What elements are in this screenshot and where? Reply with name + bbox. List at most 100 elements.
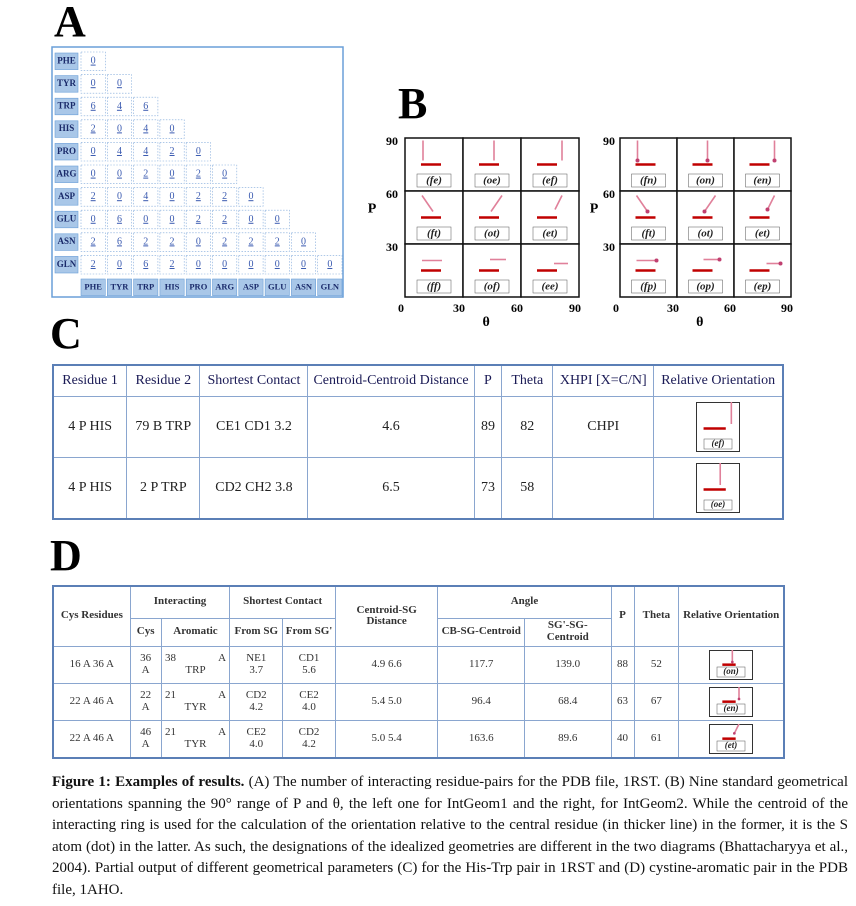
header: Residue 2 — [126, 364, 201, 397]
row: 4 P HIS 79 B TRP CE1 CD1 3.2 4.6 89 82 CHPI (ef… — [52, 396, 784, 458]
cell: (oe) — [653, 457, 784, 520]
cell: 89.6 — [523, 719, 612, 758]
orientation-label: (ft) — [641, 228, 655, 240]
cell — [159, 209, 185, 230]
cell: 63 — [610, 682, 635, 721]
cell-value: 0 — [91, 56, 96, 67]
cell-value: 6 — [143, 101, 148, 112]
cell-value: 4 — [117, 101, 122, 112]
cell-value: 0 — [117, 259, 122, 270]
cell: 21 A TYR — [160, 719, 231, 758]
cell-value: 0 — [91, 214, 96, 225]
cell: CD2 4.2 — [229, 682, 284, 721]
y-tick-label: 30 — [386, 240, 398, 254]
orientation-label: (oe) — [483, 175, 501, 187]
col-label-bg — [159, 278, 185, 296]
cell-value: 0 — [117, 78, 122, 89]
header: Relative Orientation — [653, 364, 784, 397]
label-box — [532, 173, 568, 188]
cell: (ef) — [653, 396, 784, 458]
cell: 82 — [501, 396, 554, 458]
orientation-label: (ot) — [698, 228, 714, 240]
row: 22 A 46 A 22 A 21 A TYR CD2 4.2 CE2 4.0 5.4 5… — [52, 682, 785, 721]
header: Interacting — [129, 585, 231, 619]
y-tick-label: 60 — [603, 187, 615, 201]
cell — [80, 187, 106, 207]
orientation-label: (on) — [723, 666, 739, 676]
sulfur-dot — [654, 258, 659, 263]
col-label-bg — [238, 278, 264, 296]
orientation-label: (ef) — [712, 438, 725, 448]
col-label: ASP — [243, 281, 259, 291]
cell: 38 A TRP — [160, 645, 231, 684]
cell: 22 A 46 A — [52, 719, 131, 758]
label-box — [474, 226, 510, 241]
cell: 22 A — [129, 682, 162, 721]
cell: 4 P HIS — [52, 457, 128, 520]
cell: CD2 CH2 3.8 — [199, 457, 309, 520]
row-label-bg — [54, 52, 79, 70]
label-box — [745, 279, 780, 294]
caption: Figure 1: Examples of results. (A) The n… — [52, 772, 848, 902]
label-box — [745, 173, 780, 188]
cell — [133, 209, 159, 230]
orientation-label: (ot) — [484, 228, 500, 240]
orientation-label: (en) — [724, 703, 739, 713]
orientation-label: (fe) — [426, 175, 442, 187]
row-label: ASN — [57, 236, 76, 246]
figure-ab: PHE 0 TYR 0 0 TRP 6 4 6 HIS 2 0 4 0 PRO 0 4 4 2 0 ARG 0 0 2 0 2 0 A… — [51, 46, 793, 330]
cell-value: 0 — [196, 236, 201, 247]
cell — [185, 187, 211, 207]
partner-line — [703, 195, 717, 212]
row-label: HIS — [59, 123, 75, 133]
cell-value: 0 — [248, 191, 253, 202]
cell-value: 2 — [275, 236, 280, 247]
cell-value: 0 — [222, 169, 227, 180]
matrix-border — [51, 46, 344, 298]
cell-value: 0 — [275, 214, 280, 225]
cell-value: 2 — [248, 236, 253, 247]
cell-value: 0 — [117, 191, 122, 202]
caption-heading: Examples of results. — [115, 774, 245, 790]
cell — [107, 142, 132, 162]
orientation-label: (ep) — [754, 281, 772, 293]
cell: 163.6 — [437, 719, 525, 758]
x-tick-label: 0 — [398, 301, 404, 315]
row-label: GLN — [57, 259, 77, 269]
cell-value: 2 — [222, 214, 227, 225]
col-label: ARG — [215, 281, 234, 291]
cell: 4 P HIS — [52, 396, 128, 458]
label-box — [474, 279, 510, 294]
label-box — [716, 740, 746, 751]
orientation-label: (ft) — [427, 228, 441, 240]
cell: 4.6 — [307, 396, 475, 458]
header: SG'-SG-Centroid — [523, 617, 612, 647]
col-label-bg — [291, 278, 316, 296]
cell: 21 A TYR — [160, 682, 231, 721]
cell: NE1 3.7 — [229, 645, 284, 684]
row-label-bg — [54, 233, 79, 251]
row-label-bg — [54, 210, 79, 229]
orientation-label: (et) — [542, 228, 557, 240]
cell-value: 0 — [275, 259, 280, 270]
col-label: TYR — [110, 281, 129, 291]
cell-value: 0 — [91, 169, 96, 180]
orientation-label: (oe) — [711, 499, 726, 509]
cell: 88 — [610, 645, 635, 684]
cell: CE1 CD1 3.2 — [199, 396, 309, 458]
cell: 5.0 5.4 — [334, 719, 439, 758]
header: Cys — [129, 617, 162, 647]
cell-value: 4 — [143, 146, 148, 157]
cell-value: 0 — [196, 146, 201, 157]
cell — [80, 232, 106, 252]
icon-frame — [696, 402, 741, 452]
label-box — [631, 173, 666, 188]
cell-value: 0 — [143, 214, 148, 225]
cell-value: 0 — [248, 259, 253, 270]
col-label-bg — [264, 278, 290, 296]
cell-value: 0 — [170, 169, 175, 180]
cell — [80, 255, 106, 275]
row-label-bg — [54, 97, 79, 116]
grid-cell — [619, 243, 678, 298]
